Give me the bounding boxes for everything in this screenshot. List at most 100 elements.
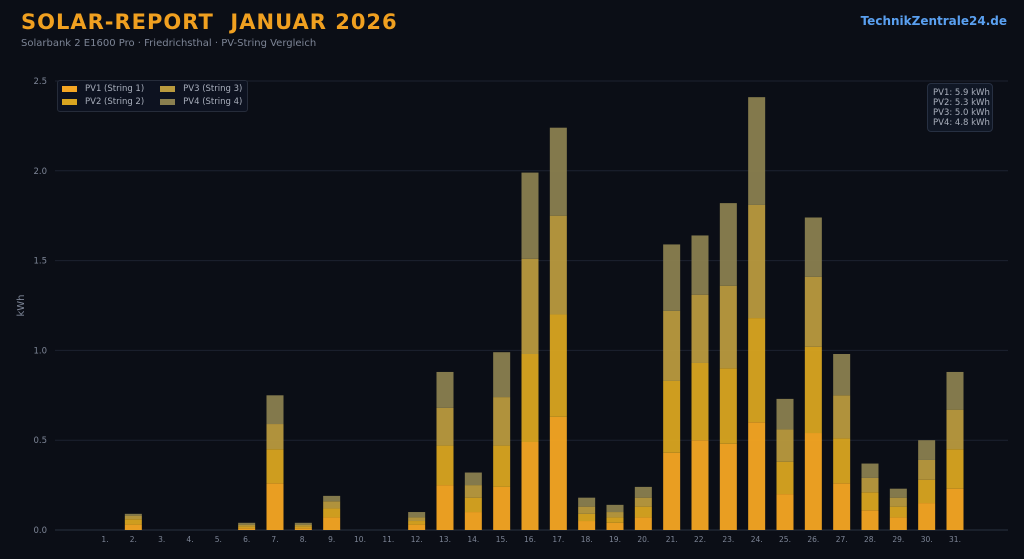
bar-segment-pv1 [748,422,766,530]
bar-segment-pv1 [719,443,737,530]
bar-segment-pv2 [436,445,454,486]
x-tick-label: 22. [694,535,706,544]
bar-segment-pv2 [549,314,567,417]
bar-segment-pv4 [776,398,794,430]
x-tick-label: 7. [271,535,278,544]
bar-segment-pv2 [606,517,624,523]
bar-segment-pv1 [238,528,256,530]
bar-segment-pv1 [946,488,964,530]
x-tick-label: 13. [439,535,451,544]
bar-segment-pv4 [634,486,652,498]
bar-segment-pv2 [889,506,907,518]
bar-segment-pv2 [918,479,936,504]
x-tick-label: 27. [836,535,848,544]
legend-item-pv2[interactable]: PV2 (String 2) [62,96,144,108]
bar-segment-pv2 [521,353,539,442]
bar-segment-pv2 [408,521,426,525]
bar-segment-pv4 [294,522,312,525]
bar-segment-pv4 [861,463,879,478]
bar-segment-pv2 [294,526,312,529]
bar-segment-pv4 [493,352,511,398]
y-axis-label: kWh [16,294,27,316]
bar-segment-pv3 [804,276,822,347]
bar-segment-pv3 [861,477,879,493]
chart-legend: PV1 (String 1) PV3 (String 3) PV2 (Strin… [57,80,249,112]
bar-segment-pv3 [606,512,624,518]
bar-segment-pv4 [748,97,766,205]
bar-segment-pv2 [691,362,709,441]
totals-box: PV1: 5.9 kWh PV2: 5.3 kWh PV3: 5.0 kWh P… [927,83,993,132]
bar-segment-pv2 [266,449,284,484]
total-pv4: PV4: 4.8 kWh [933,118,990,128]
bar-segment-pv1 [493,486,511,530]
x-tick-label: 6. [243,535,250,544]
bar-segment-pv4 [266,395,284,425]
bar-segment-pv4 [946,371,964,410]
bar-segment-pv3 [266,424,284,450]
bar-segment-pv1 [549,416,567,530]
legend-label: PV2 (String 2) [85,97,145,107]
legend-item-pv4[interactable]: PV4 (String 4) [160,96,242,108]
bar-segment-pv3 [323,501,341,509]
bar-segment-pv3 [549,215,567,315]
total-pv3: PV3: 5.0 kWh [933,108,990,118]
bar-segment-pv1 [436,485,454,530]
bar-segment-pv4 [124,513,142,516]
bar-segment-pv4 [918,440,936,460]
axis-layer: 0.0 0.5 1.0 1.5 2.0 2.5 kWh 1. 2. 3. 4. 5. 6. 7. 8. 9. 1… [16,77,961,544]
bar-segment-pv1 [124,524,142,530]
bar-segment-pv1 [691,440,709,530]
bar-segment-pv4 [804,217,822,277]
x-tick-label: 11. [382,535,394,544]
bar-segment-pv2 [719,368,737,444]
bar-segment-pv1 [663,452,681,530]
legend-label: PV4 (String 4) [183,97,243,107]
legend-item-pv3[interactable]: PV3 (String 3) [160,83,242,95]
bar-segment-pv1 [804,433,822,530]
x-tick-label: 4. [186,535,193,544]
x-tick-label: 18. [581,535,593,544]
bar-segment-pv3 [238,524,256,527]
total-pv2: PV2: 5.3 kWh [933,98,990,108]
x-tick-label: 17. [552,535,564,544]
bar-segment-pv2 [663,380,681,453]
x-tick-label: 19. [609,535,621,544]
bar-segment-pv3 [634,497,652,507]
bar-segment-pv3 [578,506,596,514]
bar-segment-pv1 [464,512,482,530]
legend-item-pv1[interactable]: PV1 (String 1) [62,83,144,95]
x-tick-label: 29. [892,535,904,544]
bar-segment-pv1 [294,528,312,530]
x-tick-label: 5. [215,535,222,544]
bar-segment-pv3 [663,310,681,381]
bar-segment-pv2 [861,492,879,511]
bar-segment-pv4 [408,512,426,518]
bar-segment-pv4 [238,522,256,525]
bar-segment-pv1 [266,483,284,530]
bar-segment-pv2 [776,461,794,495]
bar-segment-pv4 [549,127,567,216]
bar-segment-pv3 [408,517,426,522]
x-tick-label: 15. [496,535,508,544]
x-tick-label: 9. [328,535,335,544]
bar-segment-pv2 [323,508,341,518]
total-pv1: PV1: 5.9 kWh [933,88,990,98]
bar-segment-pv1 [521,441,539,530]
y-tick-label: 1.5 [33,257,47,267]
bar-segment-pv1 [861,510,879,530]
x-tick-label: 12. [411,535,423,544]
bar-segment-pv2 [634,506,652,518]
y-tick-label: 0.0 [33,526,47,536]
x-tick-label: 31. [949,535,961,544]
bar-segment-pv1 [634,517,652,530]
x-tick-label: 24. [751,535,763,544]
bar-segment-pv1 [918,503,936,530]
bar-segment-pv1 [323,517,341,530]
bar-segment-pv3 [464,485,482,498]
bar-segment-pv1 [889,517,907,530]
brand-link[interactable]: TechnikZentrale24.de [860,14,1007,28]
bar-segment-pv1 [833,483,851,530]
bar-segment-pv4 [719,203,737,286]
bar-segment-pv3 [748,204,766,319]
